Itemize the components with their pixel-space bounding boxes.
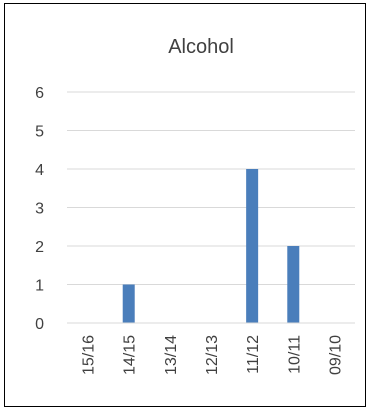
x-tick-label: 11/12 <box>245 335 262 374</box>
bar-14-15 <box>122 284 135 323</box>
y-tick-label: 6 <box>35 85 44 102</box>
bar-10-11 <box>287 246 300 323</box>
y-tick-label: 1 <box>35 278 44 295</box>
y-tick-label: 0 <box>35 316 44 333</box>
x-tick-label: 13/14 <box>163 335 180 375</box>
bar-11-12 <box>246 169 259 323</box>
x-tick-label: 09/10 <box>327 335 344 375</box>
y-tick-label: 2 <box>35 239 44 256</box>
x-tick-label: 10/11 <box>286 335 303 374</box>
x-tick-label: 15/16 <box>81 335 98 375</box>
bars <box>122 169 300 323</box>
y-tick-label: 3 <box>35 201 44 218</box>
x-axis-ticks: 15/16 14/15 13/14 12/13 11/12 10/11 09/10 <box>81 335 345 375</box>
x-tick-label: 14/15 <box>122 335 139 375</box>
x-tick-label: 12/13 <box>204 335 221 375</box>
chart-frame <box>4 3 366 407</box>
chart-title: Alcohol <box>168 36 234 58</box>
y-axis-ticks: 0 1 2 3 4 5 6 <box>35 85 44 333</box>
y-tick-label: 5 <box>35 124 44 141</box>
gridlines <box>67 91 355 285</box>
y-tick-label: 4 <box>35 162 44 179</box>
